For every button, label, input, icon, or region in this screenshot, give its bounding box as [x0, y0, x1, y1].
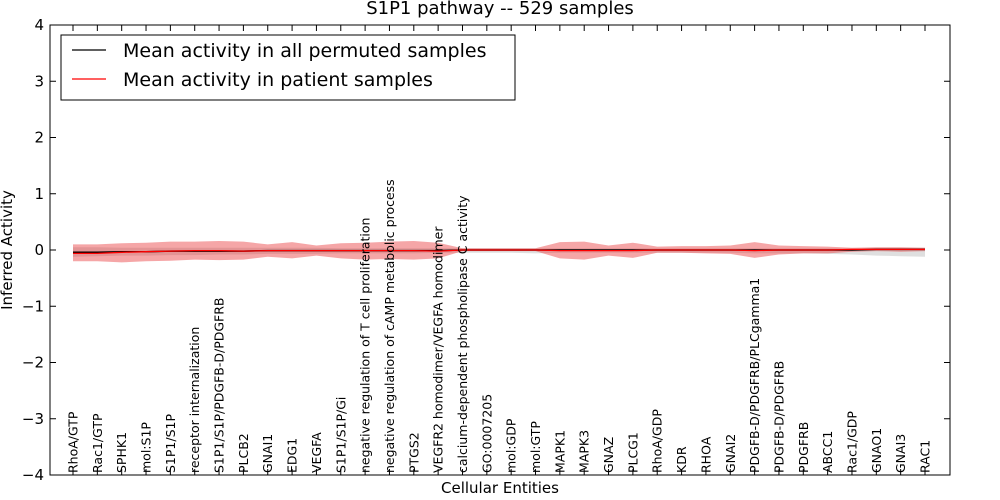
x-tick-label: VEGFR2 homodimer/VEGFA homodimer: [431, 226, 446, 473]
legend-box: [60, 34, 516, 101]
x-tick-label: GNAZ: [601, 437, 616, 473]
x-tick-label: negative regulation of T cell proliferat…: [358, 218, 373, 473]
x-tick-label: S1P1/S1P/PDGFB-D/PDGFRB: [212, 298, 227, 474]
x-tick-label: GNAI3: [893, 434, 908, 473]
x-tick-label: PDGFB-D/PDGFRB: [771, 361, 786, 473]
x-tick-label: calcium-dependent phospholipase C activi…: [455, 195, 470, 473]
y-tick-label: 2: [34, 129, 44, 147]
y-tick-label: −4: [22, 466, 44, 484]
chart-title: S1P1 pathway -- 529 samples: [366, 0, 634, 19]
x-tick-label: S1P1/S1P: [163, 414, 178, 473]
x-tick-label: GNAI1: [260, 434, 275, 473]
x-tick-label: RAC1: [918, 440, 933, 473]
x-tick-label: PLCB2: [236, 433, 251, 473]
x-tick-label: mol:GDP: [504, 418, 519, 473]
x-tick-label: GNAO1: [869, 428, 884, 473]
y-tick-label: −2: [22, 354, 44, 372]
x-tick-label: mol:GTP: [528, 421, 543, 473]
series-lines: [73, 248, 925, 255]
x-tick-label: PDGFB-D/PDGFRB/PLCgamma1: [747, 278, 762, 473]
x-tick-label: mol:S1P: [139, 422, 154, 473]
x-tick-label: RhoA/GDP: [650, 409, 665, 473]
x-tick-label: Rac1/GTP: [90, 413, 105, 473]
x-tick-label: KDR: [674, 446, 689, 473]
x-tick-label: negative regulation of cAMP metabolic pr…: [382, 179, 397, 473]
x-tick-label: PLCG1: [625, 432, 640, 473]
y-axis: −4 −3 −2 −1 0 1 2 3 4: [22, 16, 950, 484]
y-axis-title: Inferred Activity: [0, 190, 16, 310]
x-axis: RhoA/GTP Rac1/GTP SPHK1 mol:S1P S1P1/S1P rece…: [66, 25, 933, 475]
x-tick-label: RhoA/GTP: [66, 411, 81, 473]
y-tick-label: −1: [22, 297, 44, 315]
x-tick-label: EDG1: [285, 438, 300, 473]
y-tick-label: −3: [22, 410, 44, 428]
x-tick-label: VEGFA: [309, 432, 324, 473]
legend-label-permuted: Mean activity in all permuted samples: [123, 40, 486, 62]
y-tick-label: 4: [34, 16, 44, 34]
x-tick-label: GNAI2: [723, 434, 738, 473]
x-tick-label: RHOA: [698, 436, 713, 473]
legend: Mean activity in all permuted samples Me…: [60, 34, 516, 101]
x-tick-label: GO:0007205: [479, 394, 494, 473]
x-tick-label: PDGFRB: [796, 422, 811, 473]
y-tick-label: 0: [34, 241, 44, 259]
x-tick-label: PTGS2: [406, 432, 421, 473]
x-tick-label: Rac1/GDP: [845, 411, 860, 473]
x-tick-label: S1P1/S1P/Gi: [333, 397, 348, 473]
x-tick-label: receptor internalization: [187, 327, 202, 473]
x-axis-title: Cellular Entities: [441, 479, 559, 497]
x-tick-label: SPHK1: [114, 432, 129, 473]
x-tick-label: MAPK1: [552, 430, 567, 473]
line-patient: [73, 248, 925, 255]
y-tick-label: 3: [34, 72, 44, 90]
legend-label-patient: Mean activity in patient samples: [123, 69, 433, 91]
x-tick-label: MAPK3: [577, 430, 592, 473]
band-patient: [73, 241, 925, 263]
x-tick-label: ABCC1: [820, 431, 835, 473]
y-tick-label: 1: [34, 185, 44, 203]
